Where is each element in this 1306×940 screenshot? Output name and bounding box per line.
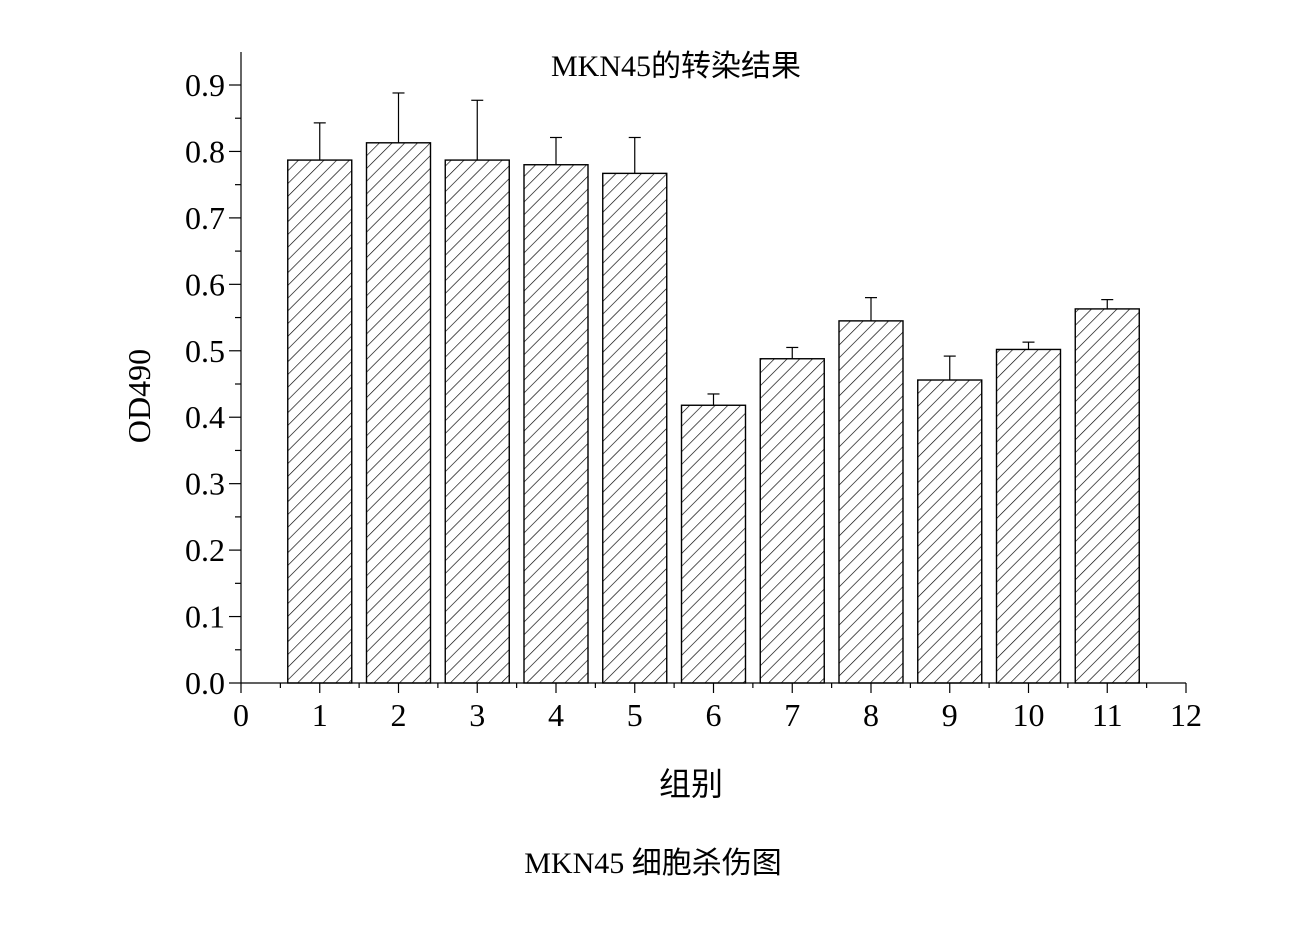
x-tick-label: 9: [942, 697, 958, 733]
bar-group-3: [444, 159, 510, 684]
bar-group-1: [287, 159, 353, 684]
bar-group-6: [680, 404, 747, 684]
x-axis-label: 组别: [659, 766, 723, 802]
bar-chart: 0.00.10.20.30.40.50.60.70.80.90 1 2 3 4 5 6 7 8 9…: [121, 50, 1202, 802]
x-tick-label: 0: [233, 697, 249, 733]
bar-group-9: [917, 379, 983, 684]
x-tick-label: 1: [312, 697, 328, 733]
y-tick-label: 0.8: [185, 133, 225, 169]
y-tick-label: 0.6: [185, 266, 225, 302]
bar-group-7: [759, 358, 825, 684]
bar-group-10: [995, 348, 1062, 684]
y-tick-label: 0.3: [185, 466, 225, 502]
bars-layer: [287, 92, 1140, 684]
bar-group-5: [602, 172, 668, 684]
y-tick-label: 0.7: [185, 200, 225, 236]
bar-group-8: [838, 320, 904, 684]
y-tick-label: 0.1: [185, 599, 225, 635]
figure-caption: MKN45 细胞杀伤图: [524, 847, 782, 880]
x-tick-label: 12: [1170, 697, 1202, 733]
x-tick-label: 10: [1013, 697, 1045, 733]
chart-title: MKN45的转染结果: [551, 50, 801, 83]
x-tick-label: 4: [548, 697, 564, 733]
y-tick-label: 0.5: [185, 333, 225, 369]
x-tick-label: 7: [784, 697, 800, 733]
y-tick-label: 0.2: [185, 532, 225, 568]
y-tick-label: 0.9: [185, 67, 225, 103]
x-tick-label: 2: [391, 697, 407, 733]
x-tick-label: 11: [1092, 697, 1123, 733]
ticks-layer: 0.00.10.20.30.40.50.60.70.80.90 1 2 3 4 5 6 7 8 9…: [185, 67, 1202, 733]
x-tick-label: 3: [469, 697, 485, 733]
bar-group-4: [523, 164, 589, 684]
bar-group-11: [1074, 308, 1140, 684]
y-tick-label: 0.4: [185, 399, 225, 435]
y-axis-label: OD490: [121, 349, 157, 443]
x-tick-label: 6: [706, 697, 722, 733]
x-tick-label: 8: [863, 697, 879, 733]
x-tick-label: 5: [627, 697, 643, 733]
bar-group-2: [365, 142, 432, 684]
y-tick-label: 0.0: [185, 665, 225, 701]
